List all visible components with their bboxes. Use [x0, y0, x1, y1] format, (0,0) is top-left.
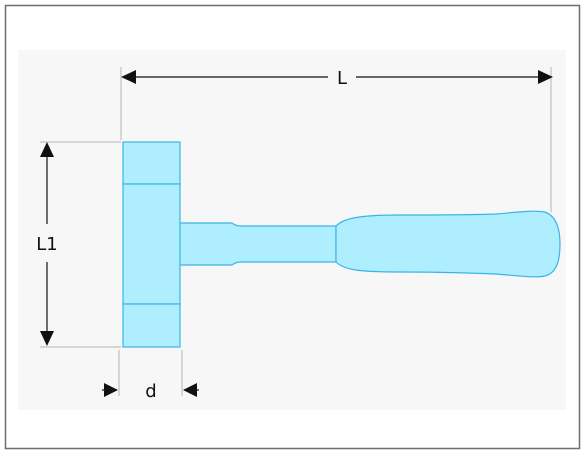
- head-diameter-label: d: [145, 381, 156, 402]
- head-length-label: L1: [36, 234, 57, 255]
- arrow-right-icon: [104, 383, 118, 397]
- hammer-head-body: [122, 183, 181, 305]
- length-label: L: [337, 68, 347, 89]
- hammer-shaft: [177, 222, 337, 266]
- hammer-illustration: [122, 141, 561, 348]
- extension-lines: [40, 67, 552, 396]
- hammer-grip: [335, 210, 561, 278]
- arrow-left-icon: [183, 383, 197, 397]
- arrow-down-icon: [40, 331, 54, 346]
- hammer-head-top-cap: [122, 141, 181, 185]
- arrow-right-icon: [538, 70, 553, 84]
- head-length-dimension: L1: [36, 142, 58, 346]
- arrow-up-icon: [40, 142, 54, 157]
- arrow-left-icon: [121, 70, 136, 84]
- head-diameter-dimension: d: [102, 381, 199, 402]
- length-dimension: L: [121, 68, 553, 89]
- hammer-head-bottom-cap: [122, 303, 181, 348]
